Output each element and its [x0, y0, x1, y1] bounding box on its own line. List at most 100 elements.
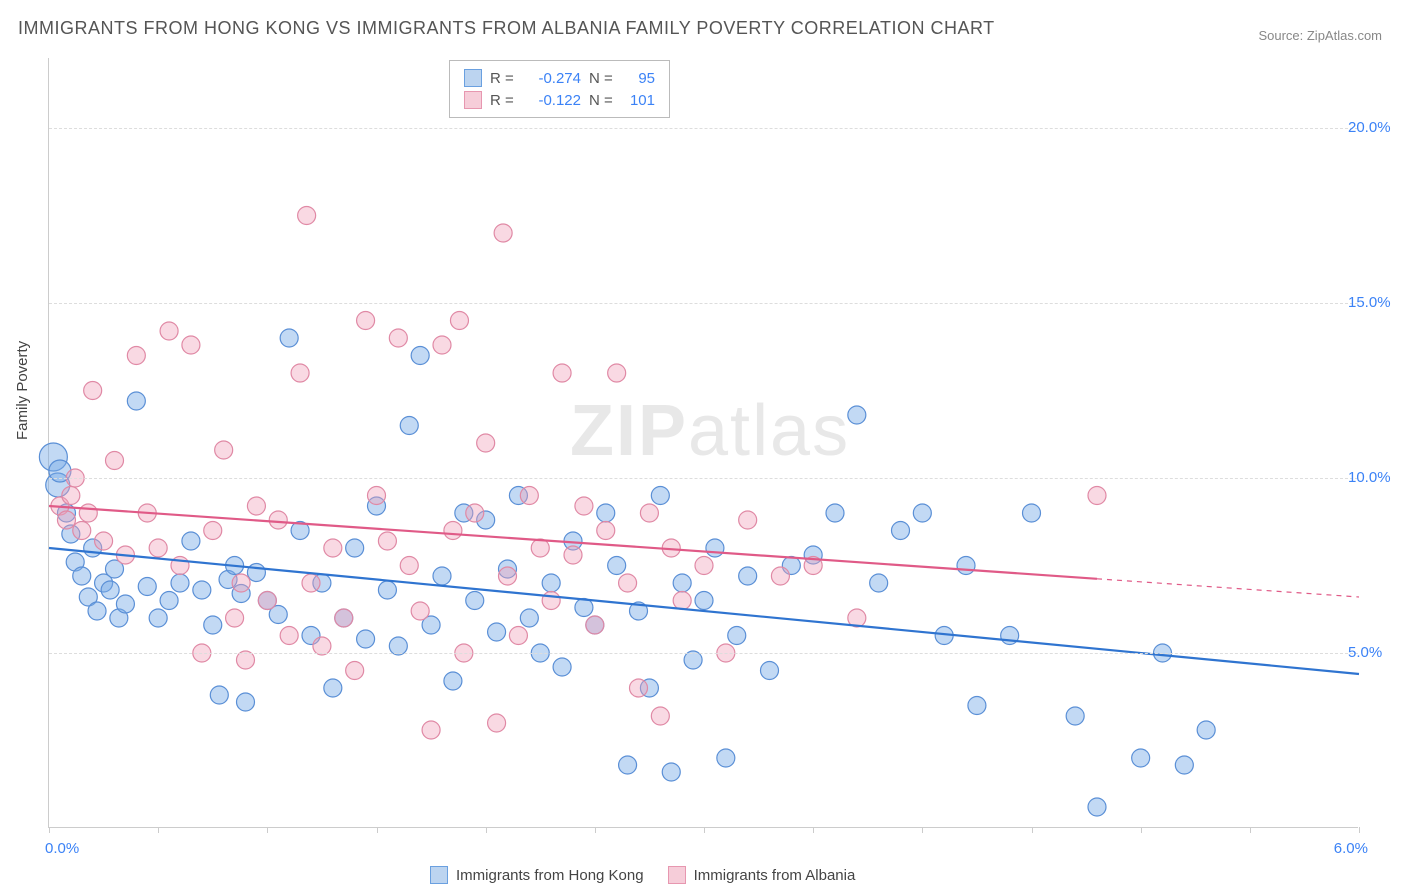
scatter-plot: R = -0.274 N = 95 R = -0.122 N = 101 5.0…	[48, 58, 1358, 828]
xtick-mark	[267, 827, 268, 833]
scatter-point	[193, 581, 211, 599]
scatter-point	[149, 609, 167, 627]
scatter-point	[57, 511, 75, 529]
scatter-point	[673, 592, 691, 610]
scatter-point	[171, 574, 189, 592]
scatter-point	[477, 434, 495, 452]
scatter-point	[662, 763, 680, 781]
scatter-point	[542, 574, 560, 592]
scatter-point	[411, 347, 429, 365]
scatter-point	[215, 441, 233, 459]
scatter-point	[160, 592, 178, 610]
series-legend: Immigrants from Hong Kong Immigrants fro…	[430, 866, 855, 884]
chart-title: IMMIGRANTS FROM HONG KONG VS IMMIGRANTS …	[18, 18, 995, 39]
scatter-point	[1088, 487, 1106, 505]
scatter-point	[728, 627, 746, 645]
scatter-point	[79, 504, 97, 522]
xtick-mark	[49, 827, 50, 833]
scatter-point	[695, 592, 713, 610]
scatter-point	[597, 504, 615, 522]
scatter-point	[597, 522, 615, 540]
scatter-point	[1066, 707, 1084, 725]
scatter-point	[564, 546, 582, 564]
scatter-point	[433, 336, 451, 354]
scatter-point	[466, 504, 484, 522]
scatter-point	[553, 658, 571, 676]
legend-label-al: Immigrants from Albania	[694, 867, 856, 884]
scatter-point	[826, 504, 844, 522]
swatch-hk-bottom	[430, 866, 448, 884]
scatter-point	[640, 504, 658, 522]
scatter-point	[422, 721, 440, 739]
scatter-point	[182, 336, 200, 354]
scatter-point	[892, 522, 910, 540]
scatter-point	[400, 417, 418, 435]
xtick-mark	[1141, 827, 1142, 833]
scatter-point	[444, 522, 462, 540]
ytick-label: 5.0%	[1348, 644, 1406, 661]
scatter-point	[302, 574, 320, 592]
scatter-point	[1175, 756, 1193, 774]
scatter-point	[269, 511, 287, 529]
scatter-point	[630, 679, 648, 697]
xtick-mark	[377, 827, 378, 833]
scatter-point	[291, 364, 309, 382]
grid-line	[49, 128, 1358, 129]
scatter-point	[247, 564, 265, 582]
scatter-point	[204, 616, 222, 634]
scatter-point	[870, 574, 888, 592]
grid-line	[49, 653, 1358, 654]
xtick-mark	[1359, 827, 1360, 833]
scatter-point	[957, 557, 975, 575]
scatter-point	[116, 595, 134, 613]
scatter-point	[531, 539, 549, 557]
scatter-point	[335, 609, 353, 627]
scatter-point	[619, 756, 637, 774]
xtick-mark	[595, 827, 596, 833]
scatter-point	[575, 599, 593, 617]
ytick-label: 20.0%	[1348, 119, 1406, 136]
scatter-point	[717, 749, 735, 767]
scatter-point	[586, 616, 604, 634]
xtick-mark	[486, 827, 487, 833]
scatter-point	[226, 609, 244, 627]
xtick-mark	[1032, 827, 1033, 833]
scatter-point	[210, 686, 228, 704]
scatter-point	[771, 567, 789, 585]
xtick-mark	[158, 827, 159, 833]
ytick-label: 10.0%	[1348, 469, 1406, 486]
scatter-point	[378, 532, 396, 550]
scatter-point	[95, 532, 113, 550]
scatter-point	[673, 574, 691, 592]
scatter-point	[450, 312, 468, 330]
scatter-point	[1088, 798, 1106, 816]
scatter-point	[739, 511, 757, 529]
scatter-point	[232, 574, 250, 592]
scatter-point	[651, 487, 669, 505]
y-axis-label: Family Poverty	[14, 341, 31, 440]
trend-line	[49, 506, 1097, 579]
scatter-point	[389, 329, 407, 347]
scatter-point	[913, 504, 931, 522]
scatter-point	[488, 623, 506, 641]
scatter-point	[258, 592, 276, 610]
scatter-point	[160, 322, 178, 340]
scatter-point	[247, 497, 265, 515]
trend-line-dashed	[1097, 579, 1359, 597]
scatter-point	[1197, 721, 1215, 739]
legend-item-hk: Immigrants from Hong Kong	[430, 866, 644, 884]
scatter-point	[466, 592, 484, 610]
scatter-point	[204, 522, 222, 540]
scatter-point	[761, 662, 779, 680]
scatter-point	[400, 557, 418, 575]
scatter-point	[553, 364, 571, 382]
scatter-point	[101, 581, 119, 599]
scatter-point	[619, 574, 637, 592]
scatter-point	[280, 329, 298, 347]
scatter-point	[608, 364, 626, 382]
scatter-point	[88, 602, 106, 620]
scatter-point	[62, 487, 80, 505]
scatter-point	[149, 539, 167, 557]
scatter-point	[127, 347, 145, 365]
scatter-point	[1023, 504, 1041, 522]
